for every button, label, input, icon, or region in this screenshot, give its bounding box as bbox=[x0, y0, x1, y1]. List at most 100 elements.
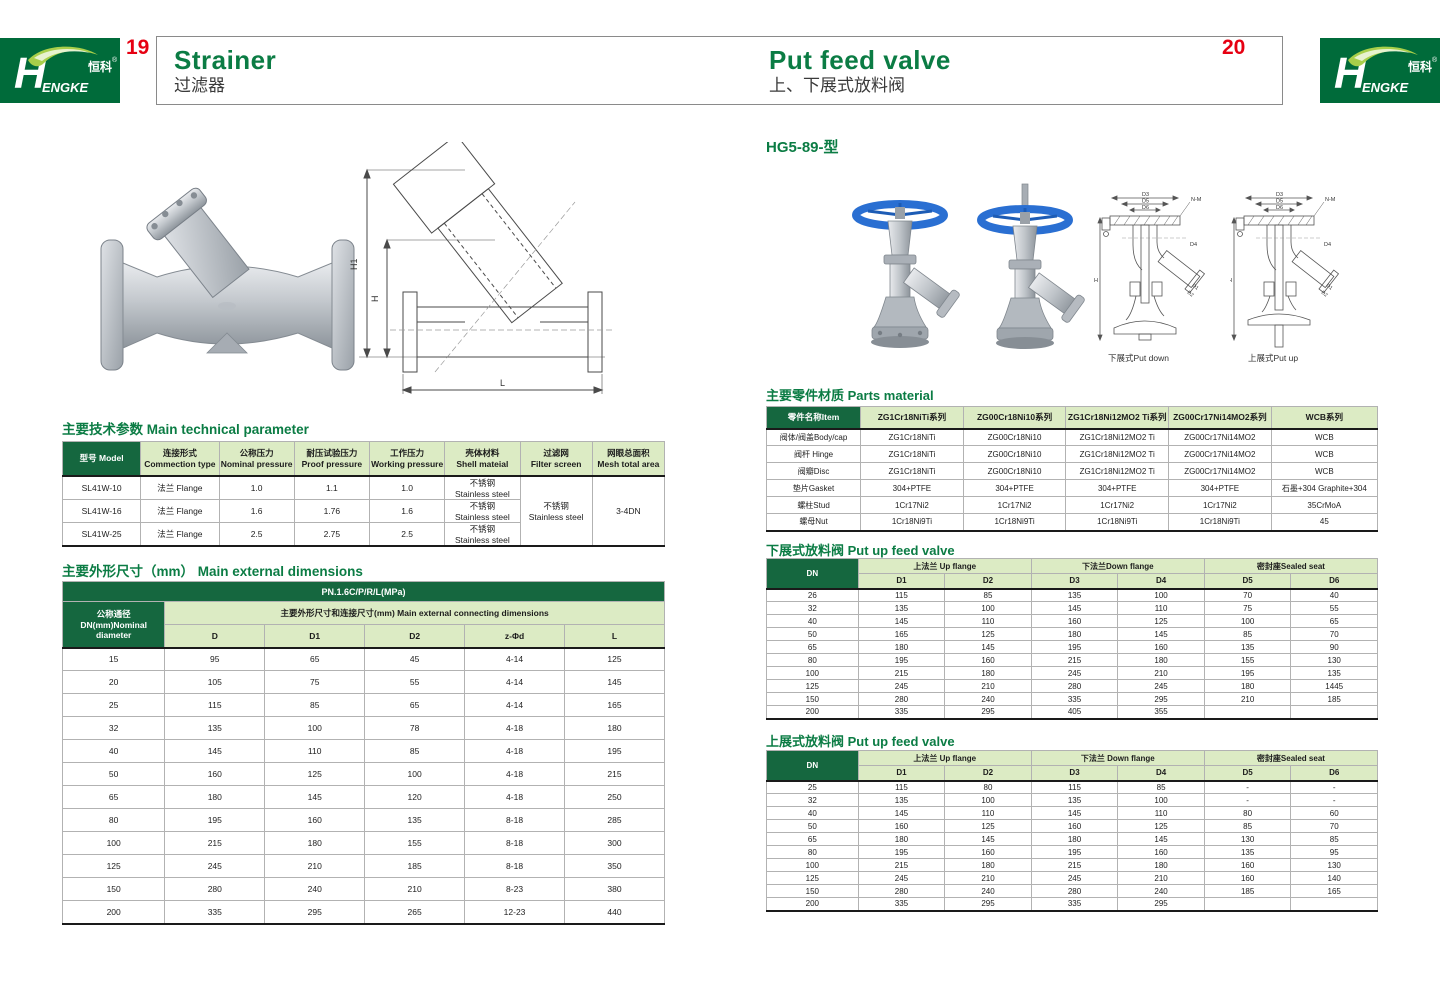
table-cell: 1Cr18Ni9Ti bbox=[962, 513, 1067, 531]
table-cell: 165 bbox=[857, 627, 946, 641]
section-title-dimensions: 主要外形尺寸（mm） Main external dimensions bbox=[62, 560, 363, 580]
table-cell: 125 bbox=[564, 647, 665, 671]
table-cell: 145 bbox=[564, 670, 665, 694]
table-cell: 1Cr18Ni9Ti bbox=[1168, 513, 1272, 531]
group-header: 主要外形尺寸和连接尺寸(mm) Main external connecting… bbox=[164, 601, 665, 625]
table-cell: 150 bbox=[766, 692, 859, 706]
table-cell: 304+PTFE bbox=[1065, 479, 1170, 497]
table-cell: 15 bbox=[61, 647, 166, 671]
dim-label: D1 bbox=[1325, 283, 1334, 292]
table-row: 200 335 295 405 355 bbox=[766, 705, 1378, 719]
page-number-right: 20 bbox=[1222, 36, 1246, 59]
table-header-row: 零件名称Item ZG1Cr18NiTi系列 ZG00Cr18Ni10系列 ZG… bbox=[765, 406, 1379, 429]
table-cell: - bbox=[1290, 780, 1378, 794]
table-cell: 65 bbox=[364, 693, 466, 717]
table-cell: 135 bbox=[857, 793, 946, 807]
section-title-cn: 主要零件材质 bbox=[766, 388, 845, 403]
table-cell: 195 bbox=[1030, 640, 1119, 654]
table-cell: 100 bbox=[1117, 793, 1205, 807]
column-header: 耐压试验压力 Proof pressure bbox=[293, 441, 371, 476]
table-cell: 180 bbox=[1117, 653, 1205, 667]
table-row: 32 135 100 145 110 75 55 bbox=[766, 601, 1378, 615]
table-cell: 法兰 Flange bbox=[140, 521, 220, 546]
table-cell: 180 bbox=[944, 666, 1032, 680]
pn-header: PN.1.6C/P/R/L(MPa) bbox=[62, 581, 665, 602]
table-cell: 110 bbox=[944, 806, 1032, 820]
table-cell: 160 bbox=[857, 819, 946, 833]
table-cell: 1Cr17Ni2 bbox=[860, 496, 964, 514]
table-cell: 4-18 bbox=[464, 739, 566, 763]
table-header-row: D D1 D2 z-Φd L bbox=[63, 624, 665, 648]
table-cell: 40 bbox=[766, 806, 859, 820]
column-header: ZG1Cr18Ni12MO2 Ti系列 bbox=[1065, 406, 1170, 429]
table-cell: 1Cr17Ni2 bbox=[1065, 496, 1170, 514]
table-cell: ZG1Cr18Ni12MO2 Ti bbox=[1065, 428, 1170, 446]
table-row: 40 145 110 85 4-18 195 bbox=[61, 739, 665, 763]
table-cell: 135 bbox=[1030, 588, 1119, 602]
table-cell: 65 bbox=[61, 785, 166, 809]
table-cell: SL41W-10 bbox=[61, 475, 142, 500]
table-cell: 215 bbox=[857, 858, 946, 872]
table-row: 40 145 110 160 125 100 65 bbox=[766, 614, 1378, 628]
table-row: 125 245 210 185 8-18 350 bbox=[61, 854, 665, 878]
column-header: D6 bbox=[1290, 765, 1378, 781]
table-cell: 8-18 bbox=[464, 808, 566, 832]
parts-material-table: 零件名称Item ZG1Cr18NiTi系列 ZG00Cr18Ni10系列 ZG… bbox=[765, 406, 1379, 532]
table-cell: 20 bbox=[61, 670, 166, 694]
table-cell: 215 bbox=[857, 666, 946, 680]
column-header: 工作压力 Working pressure bbox=[368, 441, 446, 476]
table-header-row: DN 上法兰 Up flange 下法兰 Down flange 密封座Seal… bbox=[766, 750, 1379, 781]
table-cell: 4-14 bbox=[464, 670, 566, 694]
table-cell: 245 bbox=[857, 679, 946, 693]
table-cell: 160 bbox=[1117, 640, 1205, 654]
table-cell: 295 bbox=[1117, 692, 1205, 706]
table-cell: 145 bbox=[1117, 832, 1205, 846]
table-cell: 245 bbox=[1030, 871, 1119, 885]
table-row: SL41W-10 法兰 Flange 1.0 1.1 1.0 不锈钢 Stainless … bbox=[61, 475, 666, 546]
table-cell: 50 bbox=[766, 627, 859, 641]
table-row: 阀体/阀盖Body/cap ZG1Cr18NiTi ZG00Cr18Ni10 ZG1C… bbox=[765, 428, 1379, 446]
hengke-logo-icon: H ENGKE 恒科 ® bbox=[14, 46, 118, 98]
table-cell: 304+PTFE bbox=[1168, 479, 1272, 497]
table-cell: 355 bbox=[1117, 705, 1205, 719]
table-cell: 295 bbox=[944, 705, 1032, 719]
table-cell: 165 bbox=[1290, 884, 1378, 898]
table-cell: 2.5 bbox=[368, 521, 446, 546]
strainer-drawing: H1 H L bbox=[345, 134, 660, 407]
dimensions-table: PN.1.6C/P/R/L(MPa) 公称通径 DN(mm)Nominal di… bbox=[61, 581, 665, 925]
table-cell: 160 bbox=[944, 653, 1032, 667]
table-cell: 335 bbox=[857, 705, 946, 719]
table-cell: 1.76 bbox=[293, 498, 371, 523]
column-header: D4 bbox=[1117, 765, 1205, 781]
table-cell: 180 bbox=[1203, 679, 1292, 693]
table-cell: 125 bbox=[766, 679, 859, 693]
table-cell: 1Cr18Ni9Ti bbox=[860, 513, 964, 531]
table-cell: 215 bbox=[564, 762, 665, 786]
table-cell: 4-18 bbox=[464, 716, 566, 740]
table-cell: 阀杆 Hinge bbox=[765, 445, 862, 463]
brand-cn: 恒科 bbox=[88, 59, 112, 74]
column-header: D1 bbox=[857, 573, 946, 589]
valve-photo-down bbox=[838, 185, 966, 362]
table-cell: 180 bbox=[857, 640, 946, 654]
table-cell: 304+PTFE bbox=[962, 479, 1067, 497]
table-cell: 65 bbox=[1290, 614, 1378, 628]
table-cell: 135 bbox=[1203, 640, 1292, 654]
table-cell: 180 bbox=[944, 858, 1032, 872]
table-cell: 195 bbox=[857, 653, 946, 667]
table-cell: 125 bbox=[61, 854, 166, 878]
dim-label: N-M bbox=[1325, 197, 1336, 203]
table-cell: 95 bbox=[164, 647, 266, 671]
table-row: 阀瓣Disc ZG1Cr18NiTi ZG00Cr18Ni10 ZG1Cr18Ni12… bbox=[765, 462, 1379, 480]
table-cell: ZG00Cr18Ni10 bbox=[962, 428, 1067, 446]
table-cell: 80 bbox=[1203, 806, 1292, 820]
table-cell: 100 bbox=[1203, 614, 1292, 628]
section-title-up-valve: 上展式放料阀 Put up feed valve bbox=[766, 731, 955, 750]
up-feed-valve-table: DN 上法兰 Up flange 下法兰 Down flange 密封座Seal… bbox=[766, 750, 1379, 912]
table-row: SL41W-16 法兰 Flange 1.6 1.76 1.6 不锈钢 Stainless… bbox=[61, 498, 665, 523]
table-cell: 65 bbox=[766, 640, 859, 654]
table-cell: 135 bbox=[857, 601, 946, 615]
section-title-en: Parts material bbox=[847, 388, 934, 403]
table-cell: 145 bbox=[944, 832, 1032, 846]
dim-label: N-M bbox=[1191, 197, 1202, 203]
